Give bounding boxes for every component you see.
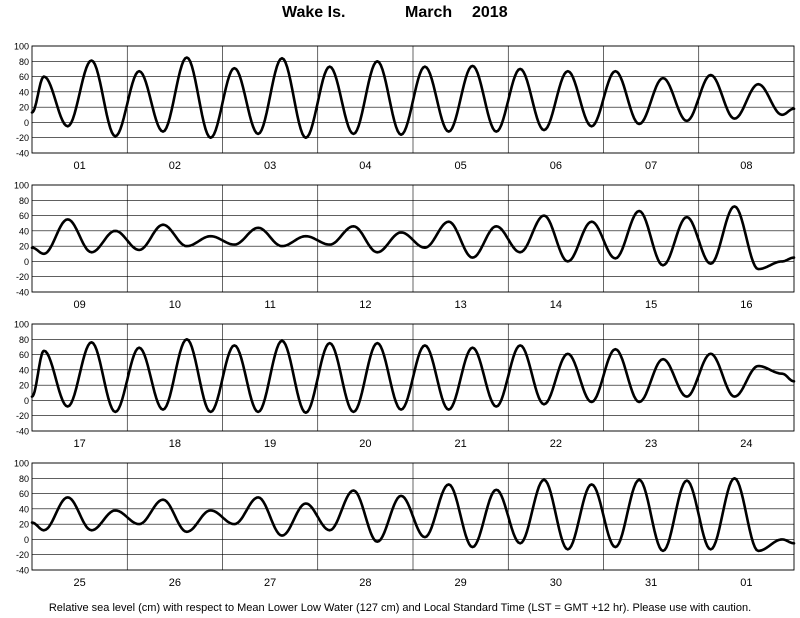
day-label: 18 <box>169 438 181 450</box>
day-label: 16 <box>740 299 752 311</box>
day-label: 17 <box>74 438 86 450</box>
footer-note: Relative sea level (cm) with respect to … <box>48 602 752 614</box>
day-label: 10 <box>169 299 181 311</box>
panel-frame <box>31 45 795 154</box>
y-tick-label: 0 <box>24 396 29 406</box>
y-tick-label: 0 <box>24 257 29 267</box>
y-tick-label: 60 <box>19 72 29 82</box>
title-month: March <box>405 4 453 21</box>
day-label: 05 <box>455 160 467 172</box>
y-tick-label: 0 <box>24 535 29 545</box>
y-tick-label: 60 <box>19 350 29 360</box>
y-tick-label: 60 <box>19 489 29 499</box>
day-label: 31 <box>645 577 657 589</box>
y-tick-label: -20 <box>16 133 29 143</box>
day-label: 24 <box>740 438 752 450</box>
day-label: 23 <box>645 438 657 450</box>
y-tick-label: 20 <box>19 520 29 530</box>
day-label: 19 <box>264 438 276 450</box>
day-label: 28 <box>359 577 371 589</box>
day-label: 06 <box>550 160 562 172</box>
day-label: 27 <box>264 577 276 589</box>
y-tick-label: 80 <box>19 474 29 484</box>
day-label: 15 <box>645 299 657 311</box>
y-tick-label: 40 <box>19 504 29 514</box>
sea-level-line <box>30 338 796 414</box>
panel-frame <box>31 184 795 293</box>
sea-level-line <box>30 477 796 553</box>
y-tick-label: 20 <box>19 381 29 391</box>
y-tick-label: -40 <box>16 566 29 576</box>
y-tick-label: 40 <box>19 226 29 236</box>
y-tick-label: -20 <box>16 411 29 421</box>
day-label: 11 <box>264 299 275 311</box>
panel-frame <box>31 323 795 432</box>
y-tick-label: -40 <box>16 427 29 437</box>
y-tick-label: -20 <box>16 550 29 560</box>
day-label: 25 <box>74 577 86 589</box>
sea-level-line <box>30 205 796 271</box>
day-label: 07 <box>645 160 657 172</box>
day-label: 12 <box>359 299 371 311</box>
day-label: 03 <box>264 160 276 172</box>
panel-frame <box>31 462 795 571</box>
day-label: 22 <box>550 438 562 450</box>
day-label: 20 <box>359 438 371 450</box>
chart-title: Wake Is. March 2018 <box>0 4 800 28</box>
y-tick-label: 100 <box>14 181 29 191</box>
day-label: 01 <box>74 160 86 172</box>
y-tick-label: 40 <box>19 365 29 375</box>
y-tick-label: 60 <box>19 211 29 221</box>
sea-level-line <box>30 56 796 139</box>
y-tick-label: 80 <box>19 57 29 67</box>
day-label: 02 <box>169 160 181 172</box>
title-station: Wake Is. <box>282 4 346 21</box>
y-tick-label: 20 <box>19 242 29 252</box>
y-tick-label: 0 <box>24 118 29 128</box>
y-tick-label: 20 <box>19 103 29 113</box>
day-label: 09 <box>74 299 86 311</box>
y-tick-label: -40 <box>16 288 29 298</box>
day-label: 26 <box>169 577 181 589</box>
y-tick-label: 80 <box>19 335 29 345</box>
y-tick-label: -40 <box>16 149 29 159</box>
day-label: 08 <box>740 160 752 172</box>
y-tick-label: 40 <box>19 87 29 97</box>
day-label: 29 <box>455 577 467 589</box>
y-tick-label: 100 <box>14 459 29 469</box>
day-label: 14 <box>550 299 562 311</box>
day-label: 13 <box>455 299 467 311</box>
day-label: 21 <box>455 438 467 450</box>
day-label: 04 <box>359 160 371 172</box>
y-tick-label: 100 <box>14 320 29 330</box>
day-label: 30 <box>550 577 562 589</box>
title-year: 2018 <box>472 4 508 21</box>
y-tick-label: -20 <box>16 272 29 282</box>
y-tick-label: 100 <box>14 42 29 52</box>
y-tick-label: 80 <box>19 196 29 206</box>
day-label: 01 <box>740 577 752 589</box>
